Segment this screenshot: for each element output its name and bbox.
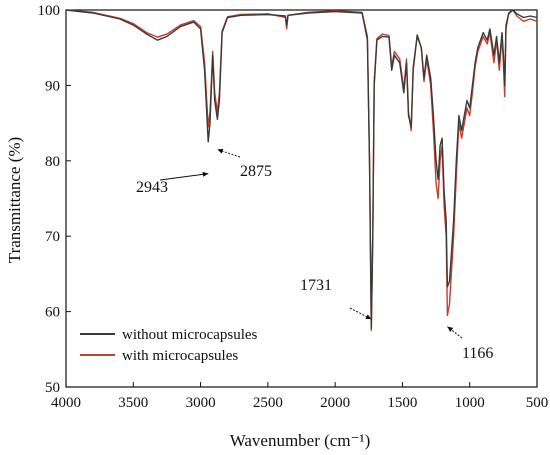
x-tick-label: 500 [526,395,549,411]
y-tick-label: 50 [45,380,60,396]
y-tick-label: 90 [45,78,60,94]
y-tick-label: 70 [45,229,60,245]
annotation-label: 1166 [462,345,493,362]
annotation-label: 2943 [136,179,168,196]
annotation-arrow [349,307,372,320]
annotation-arrowhead [217,148,224,154]
annotation-arrow [159,173,209,181]
x-axis: 4000 3500 3000 2500 2000 1500 1000 500 [51,382,548,411]
plot-area [65,9,538,388]
annotation-arrowhead [365,314,372,320]
annotation-arrowhead [447,326,454,333]
x-tick-label: 3000 [186,395,216,411]
annotation-label: 1731 [300,277,332,294]
annotation-arrowhead [202,171,209,177]
y-tick-label: 100 [38,3,61,19]
plot-border [65,9,538,388]
x-tick-label: 4000 [51,395,81,411]
x-tick-label: 2000 [320,395,350,411]
annotation-layer: 2943 2875 1731 1166 [136,148,493,362]
x-axis-label: Wavenumber (cm⁻¹) [230,431,371,450]
series-layer [65,9,538,332]
legend-label: with microcapsules [122,348,238,364]
legend: without microcapsules with microcapsules [80,327,258,364]
y-tick-label: 80 [45,154,60,170]
series-line-without-microcapsules [65,9,538,329]
x-tick-label: 3500 [118,395,148,411]
annotation-label: 2875 [240,163,272,180]
annotation-arrow [217,149,241,158]
x-tick-label: 1500 [387,395,417,411]
y-tick-label: 60 [45,305,60,321]
x-tick-label: 1000 [455,395,485,411]
y-axis-label: Transmittance (%) [5,137,24,263]
legend-label: without microcapsules [122,327,258,343]
x-tick-label: 2500 [253,395,283,411]
